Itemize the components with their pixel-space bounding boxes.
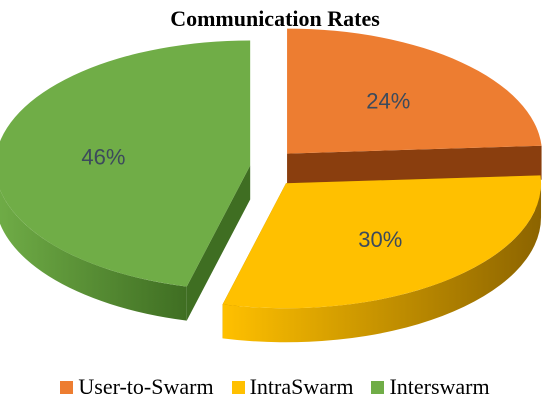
legend-swatch-intraswarm bbox=[231, 380, 245, 394]
legend-item-intraswarm: IntraSwarm bbox=[231, 374, 354, 400]
pie-slice-side-intraswarm bbox=[222, 183, 542, 343]
chart-title: Communication Rates bbox=[170, 6, 380, 31]
pie-slice-wall-interswarm-1 bbox=[186, 165, 251, 321]
pie-slice-intraswarm: 30% bbox=[222, 175, 542, 343]
legend: User-to-Swarm IntraSwarm Interswarm bbox=[0, 374, 550, 400]
pie-slice-top-user-to-swarm bbox=[287, 28, 542, 154]
pie-slice-user-to-swarm: 24% bbox=[287, 28, 542, 188]
legend-label-intraswarm: IntraSwarm bbox=[249, 374, 354, 399]
pie-slice-top-interswarm bbox=[0, 40, 251, 287]
legend-swatch-user-to-swarm bbox=[60, 380, 74, 394]
pie-slice-wall-user-to-swarm-2 bbox=[287, 145, 542, 188]
pie-slice-interswarm: 46% bbox=[0, 40, 251, 321]
legend-label-user-to-swarm: User-to-Swarm bbox=[78, 374, 214, 399]
data-label-user-to-swarm: 24% bbox=[366, 89, 410, 114]
data-label-intraswarm: 30% bbox=[358, 227, 402, 252]
legend-swatch-interswarm bbox=[371, 380, 385, 394]
legend-item-user-to-swarm: User-to-Swarm bbox=[60, 374, 214, 400]
pie-slice-side-interswarm bbox=[0, 189, 187, 321]
data-label-interswarm: 46% bbox=[81, 144, 125, 169]
legend-item-interswarm: Interswarm bbox=[371, 374, 490, 400]
legend-label-interswarm: Interswarm bbox=[389, 374, 490, 399]
pie-slice-top-intraswarm bbox=[222, 175, 542, 309]
